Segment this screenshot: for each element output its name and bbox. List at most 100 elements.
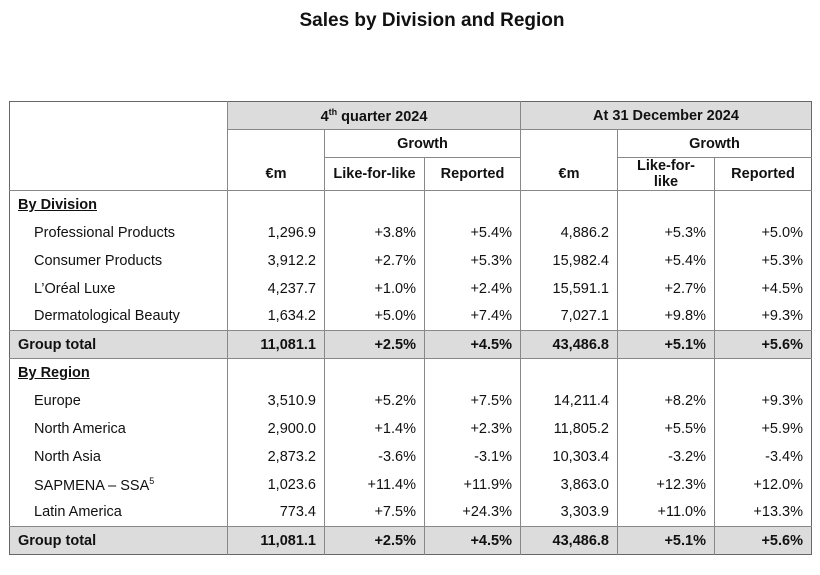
total-label: Group total: [9, 526, 228, 555]
sales-table-container: 4th quarter 2024 At 31 December 2024 Gro…: [9, 101, 812, 555]
cell-q4-lfl: +7.5%: [324, 498, 425, 527]
header-year-eur-spacer: [520, 129, 618, 158]
cell-q4-reported: +5.4%: [424, 218, 521, 247]
cell-q4-lfl: +5.0%: [324, 302, 425, 331]
cell-q4-reported: +7.5%: [424, 386, 521, 415]
table-row: Dermatological Beauty 1,634.2 +5.0% +7.4…: [10, 302, 812, 331]
total-q4-eur: 11,081.1: [227, 330, 325, 359]
table-row: SAPMENA – SSA5 1,023.6 +11.4% +11.9% 3,8…: [10, 470, 812, 499]
section-division-row: By Division: [9, 190, 812, 219]
cell-q4-eur: 1,023.6: [227, 470, 325, 499]
cell-year-lfl: -3.2%: [617, 442, 715, 471]
total-year-reported: +5.6%: [714, 526, 812, 555]
header-year-eur: €m: [520, 157, 618, 191]
cell-year-reported: +12.0%: [714, 470, 812, 499]
cell-year-eur: 15,982.4: [520, 246, 618, 275]
cell-q4-eur: 3,510.9: [227, 386, 325, 415]
cell-year-reported: +9.3%: [714, 302, 812, 331]
cell-year-eur: 11,805.2: [520, 414, 618, 443]
header-q4-reported: Reported: [424, 157, 521, 191]
row-label: Europe: [34, 392, 81, 409]
header-q4-lfl: Like-for-like: [324, 157, 425, 191]
footnote-marker: 5: [149, 475, 155, 486]
total-label: Group total: [9, 330, 228, 359]
header-row-growth: Growth Growth: [10, 129, 812, 158]
cell-year-reported: +5.0%: [714, 218, 812, 247]
cell-year-eur: 7,027.1: [520, 302, 618, 331]
cell-year-lfl: +5.3%: [617, 218, 715, 247]
header-row-columns: €m Like-for-like Reported €m Like-for-li…: [10, 157, 812, 191]
cell-q4-reported: +11.9%: [424, 470, 521, 499]
cell-year-lfl: +11.0%: [617, 498, 715, 527]
cell-year-reported: +13.3%: [714, 498, 812, 527]
row-label: North America: [34, 420, 126, 437]
cell-year-lfl: +8.2%: [617, 386, 715, 415]
table-row: Professional Products 1,296.9 +3.8% +5.4…: [10, 218, 812, 247]
cell-q4-lfl: +11.4%: [324, 470, 425, 499]
table-row: North Asia 2,873.2 -3.6% -3.1% 10,303.4 …: [10, 442, 812, 471]
total-q4-eur: 11,081.1: [227, 526, 325, 555]
cell-q4-reported: -3.1%: [424, 442, 521, 471]
total-q4-lfl: +2.5%: [324, 526, 425, 555]
header-q4-eur: €m: [227, 157, 325, 191]
cell-year-eur: 15,591.1: [520, 274, 618, 303]
cell-q4-eur: 2,873.2: [227, 442, 325, 471]
division-total-row: Group total 11,081.1 +2.5% +4.5% 43,486.…: [9, 330, 812, 359]
region-total-row: Group total 11,081.1 +2.5% +4.5% 43,486.…: [9, 526, 812, 555]
cell-year-reported: +9.3%: [714, 386, 812, 415]
row-label: SAPMENA – SSA5: [34, 475, 155, 494]
cell-q4-lfl: +1.4%: [324, 414, 425, 443]
sales-table: 4th quarter 2024 At 31 December 2024 Gro…: [9, 101, 812, 555]
cell-year-lfl: +5.5%: [617, 414, 715, 443]
table-row: North America 2,900.0 +1.4% +2.3% 11,805…: [10, 414, 812, 443]
total-year-eur: 43,486.8: [520, 526, 618, 555]
cell-q4-reported: +2.3%: [424, 414, 521, 443]
cell-q4-reported: +24.3%: [424, 498, 521, 527]
cell-year-eur: 10,303.4: [520, 442, 618, 471]
total-year-lfl: +5.1%: [617, 330, 715, 359]
header-year-growth: Growth: [617, 129, 812, 158]
row-label: Professional Products: [34, 224, 176, 241]
table-row: L’Oréal Luxe 4,237.7 +1.0% +2.4% 15,591.…: [10, 274, 812, 303]
cell-year-reported: +5.9%: [714, 414, 812, 443]
total-q4-reported: +4.5%: [424, 526, 521, 555]
header-blank-cell: [9, 101, 228, 191]
row-label: Latin America: [34, 504, 122, 521]
cell-q4-eur: 2,900.0: [227, 414, 325, 443]
header-q4: 4th quarter 2024: [227, 101, 521, 130]
row-label: L’Oréal Luxe: [34, 280, 116, 297]
cell-year-lfl: +12.3%: [617, 470, 715, 499]
cell-q4-eur: 773.4: [227, 498, 325, 527]
cell-year-reported: +4.5%: [714, 274, 812, 303]
cell-year-lfl: +2.7%: [617, 274, 715, 303]
cell-q4-lfl: +1.0%: [324, 274, 425, 303]
header-q4-eur-spacer: [227, 129, 325, 158]
header-row-period: 4th quarter 2024 At 31 December 2024: [9, 101, 812, 191]
header-year-reported: Reported: [714, 157, 812, 191]
cell-year-eur: 3,863.0: [520, 470, 618, 499]
total-q4-reported: +4.5%: [424, 330, 521, 359]
cell-q4-lfl: +2.7%: [324, 246, 425, 275]
cell-q4-eur: 4,237.7: [227, 274, 325, 303]
cell-q4-reported: +2.4%: [424, 274, 521, 303]
cell-year-lfl: +5.4%: [617, 246, 715, 275]
header-year-lfl: Like-for-like: [617, 157, 715, 191]
row-label: Dermatological Beauty: [34, 308, 180, 325]
cell-q4-lfl: +5.2%: [324, 386, 425, 415]
cell-q4-reported: +5.3%: [424, 246, 521, 275]
cell-year-reported: -3.4%: [714, 442, 812, 471]
section-label-region: By Region: [9, 358, 228, 387]
table-row: Latin America 773.4 +7.5% +24.3% 3,303.9…: [10, 498, 812, 527]
cell-q4-eur: 1,634.2: [227, 302, 325, 331]
cell-q4-lfl: +3.8%: [324, 218, 425, 247]
total-year-reported: +5.6%: [714, 330, 812, 359]
total-q4-lfl: +2.5%: [324, 330, 425, 359]
cell-q4-eur: 3,912.2: [227, 246, 325, 275]
cell-year-eur: 14,211.4: [520, 386, 618, 415]
cell-q4-eur: 1,296.9: [227, 218, 325, 247]
total-year-lfl: +5.1%: [617, 526, 715, 555]
cell-q4-reported: +7.4%: [424, 302, 521, 331]
table-row: Consumer Products 3,912.2 +2.7% +5.3% 15…: [10, 246, 812, 275]
cell-year-reported: +5.3%: [714, 246, 812, 275]
table-row: Europe 3,510.9 +5.2% +7.5% 14,211.4 +8.2…: [10, 386, 812, 415]
